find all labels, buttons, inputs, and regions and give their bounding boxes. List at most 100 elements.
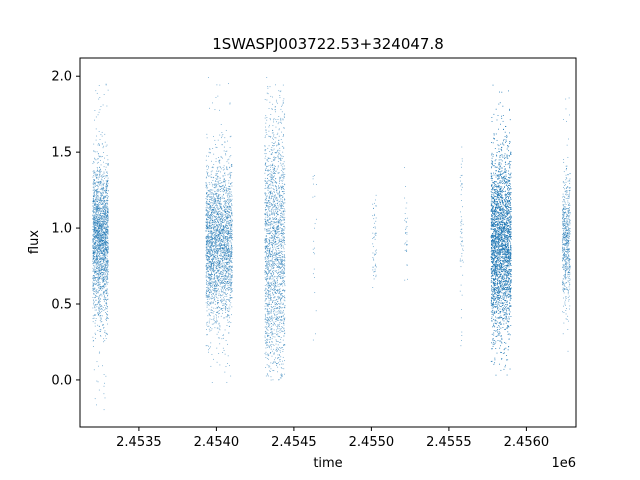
data-point — [105, 242, 107, 244]
data-point — [103, 291, 105, 293]
data-point — [226, 252, 228, 254]
data-point — [96, 236, 97, 237]
data-point — [221, 197, 223, 199]
data-point — [224, 225, 226, 227]
data-point — [98, 283, 100, 285]
data-point — [105, 197, 107, 199]
data-point — [92, 245, 94, 247]
data-point — [275, 304, 277, 305]
data-point — [105, 233, 107, 235]
data-point — [230, 297, 231, 299]
data-point — [211, 268, 213, 270]
data-point — [208, 190, 210, 192]
data-point — [92, 206, 94, 207]
data-point — [228, 265, 230, 267]
data-point — [230, 251, 232, 253]
data-point — [212, 193, 214, 195]
data-point — [100, 215, 102, 216]
data-point — [97, 181, 99, 183]
data-point — [104, 225, 106, 227]
data-point — [219, 161, 220, 163]
data-point — [99, 220, 101, 222]
data-point — [231, 246, 233, 248]
data-point — [215, 173, 217, 175]
data-point — [220, 207, 221, 208]
data-point — [229, 248, 231, 250]
data-point — [228, 310, 230, 312]
data-point — [223, 300, 225, 301]
data-point — [93, 247, 95, 249]
data-point — [221, 135, 223, 137]
data-point — [106, 200, 108, 202]
data-point — [206, 334, 208, 336]
data-point — [222, 219, 224, 220]
data-point — [218, 226, 219, 228]
data-point — [224, 245, 225, 247]
data-point — [107, 217, 109, 219]
data-point — [94, 266, 96, 268]
data-point — [93, 191, 95, 193]
data-point — [213, 319, 215, 321]
data-point — [92, 336, 94, 338]
data-point — [206, 192, 208, 193]
data-point — [101, 309, 103, 311]
data-point — [104, 245, 106, 247]
data-point — [94, 322, 96, 324]
data-point — [106, 218, 107, 220]
data-point — [95, 251, 96, 253]
data-point — [99, 261, 101, 263]
data-point — [103, 278, 105, 280]
data-point — [214, 224, 215, 226]
data-point — [99, 222, 101, 224]
data-point — [227, 355, 229, 357]
data-point — [104, 283, 105, 284]
data-point — [207, 259, 209, 261]
data-point — [209, 239, 211, 241]
data-point — [211, 230, 213, 232]
data-point — [99, 284, 101, 285]
data-point — [216, 252, 218, 254]
data-point — [105, 289, 107, 291]
data-point — [104, 196, 105, 198]
data-point — [205, 249, 207, 251]
data-point — [95, 291, 97, 293]
data-point — [206, 264, 208, 266]
data-point — [229, 235, 231, 237]
data-point — [103, 272, 105, 274]
data-point — [101, 295, 103, 297]
data-point — [221, 207, 223, 209]
data-point — [264, 270, 266, 271]
data-point — [231, 314, 232, 316]
data-point — [208, 165, 209, 167]
data-point — [218, 193, 220, 195]
data-point — [99, 299, 101, 300]
data-point — [103, 258, 105, 259]
data-point — [211, 259, 212, 260]
data-point — [209, 199, 211, 200]
data-point — [212, 211, 214, 213]
data-point — [98, 299, 100, 301]
data-point — [99, 298, 101, 299]
data-point — [208, 263, 210, 265]
data-point — [208, 240, 210, 242]
data-point — [98, 245, 100, 247]
data-point — [102, 207, 104, 209]
data-point — [103, 286, 105, 287]
data-point — [205, 268, 207, 270]
data-point — [223, 267, 225, 269]
data-point — [216, 200, 218, 201]
data-point — [219, 232, 221, 234]
data-point — [95, 203, 96, 205]
data-point — [223, 235, 225, 237]
data-point — [229, 241, 231, 242]
data-point — [98, 302, 100, 304]
data-point — [105, 207, 107, 209]
data-point — [229, 175, 231, 177]
data-point — [210, 211, 212, 213]
data-point — [215, 200, 216, 202]
data-point — [94, 221, 95, 223]
data-point — [218, 250, 220, 252]
data-point — [96, 256, 98, 258]
data-point — [215, 218, 217, 220]
data-point — [209, 257, 211, 259]
